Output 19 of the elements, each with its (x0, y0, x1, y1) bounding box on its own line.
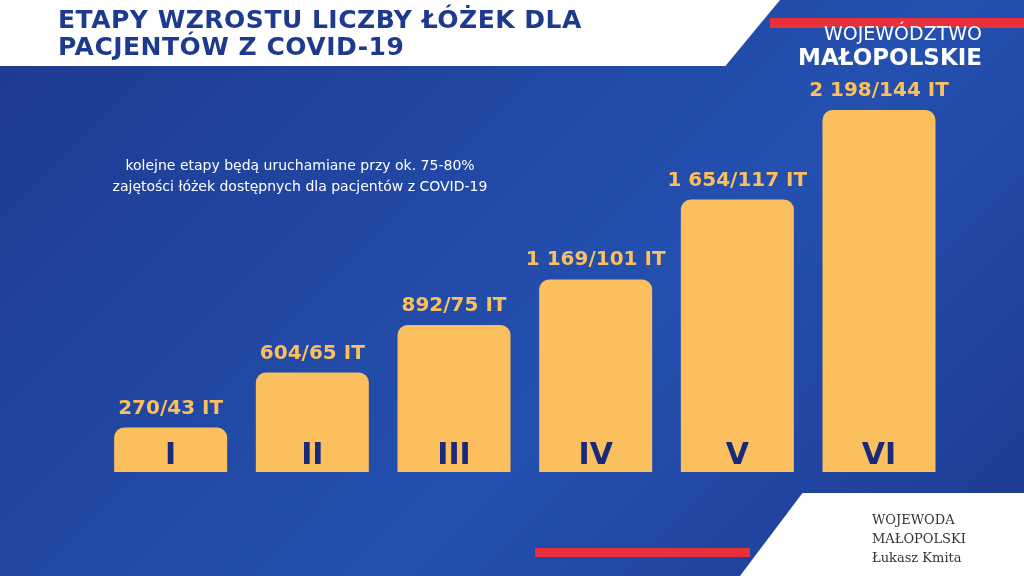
text: MAŁOPOLSKI (872, 530, 966, 548)
x-tick-label: III (437, 436, 471, 471)
text: WOJEWODA (872, 511, 956, 529)
data-label: 892/75 IT (401, 292, 507, 317)
x-tick-label: II (301, 436, 324, 471)
x-tick-label: VI (861, 436, 897, 471)
x-tick-label: I (165, 436, 177, 471)
data-label: 604/65 IT (259, 339, 366, 364)
data-label: 270/43 IT (118, 394, 224, 419)
annotation: kolejne etapy będą uruchamiane przy ok. 75-80% zajętości łóżek dostępnych dla pacjentów z COVID-19 (111, 156, 489, 196)
text: Łukasz Kmita (872, 549, 963, 567)
text: WOJEWÓDZTWO (823, 22, 982, 44)
data-label: 1 654/117 IT (667, 166, 808, 191)
data-label: 1 169/101 IT (525, 246, 666, 271)
chart-title: ETAPY WZROSTU LICZBY ŁÓŻEK DLA PACJENTÓW Z COVID-19 (58, 5, 583, 61)
x-tick-label: IV (578, 436, 614, 471)
x-tick-label: V (725, 436, 750, 471)
text: MAŁOPOLSKIE (798, 44, 982, 70)
data-label: 2 198/144 IT (809, 77, 950, 101)
